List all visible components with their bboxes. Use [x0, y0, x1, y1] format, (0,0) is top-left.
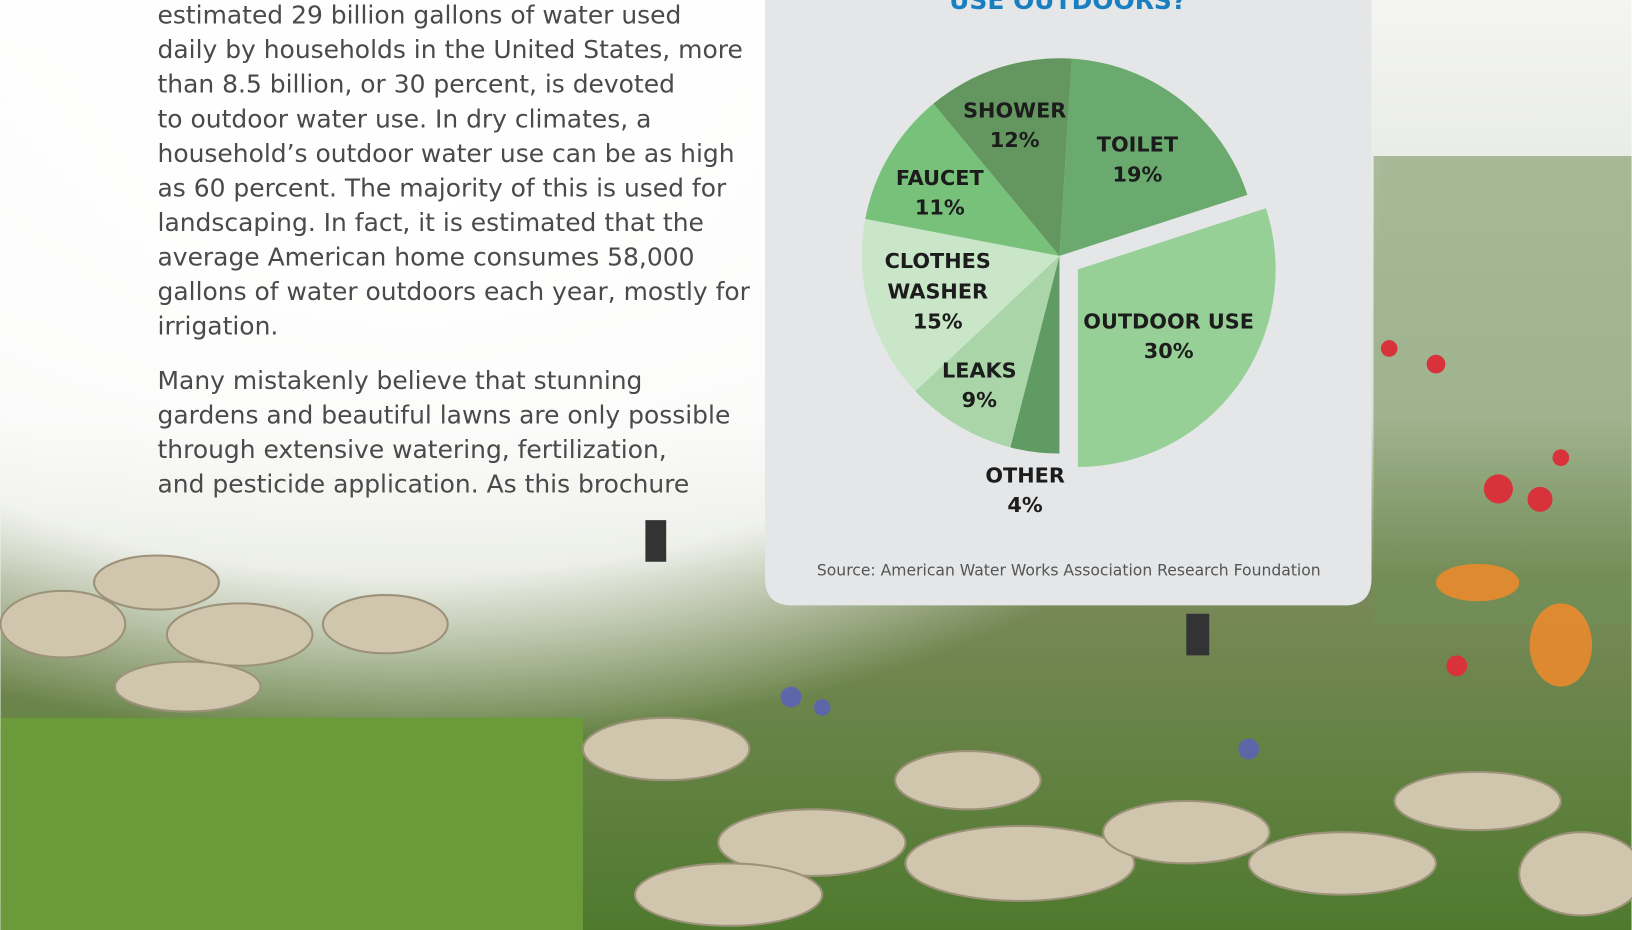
paragraph-line: and pesticide application. As this broch…	[158, 469, 690, 498]
paragraph-line: to outdoor water use. In dry climates, a	[158, 104, 652, 133]
slice-value-label: 4%	[1007, 493, 1042, 517]
slice-label: SHOWER	[963, 98, 1066, 122]
chart-card: USE OUTDOORS? Source: American Water Wor…	[765, 0, 1371, 605]
slice-label: TOILET	[1097, 133, 1179, 157]
slice-value-label: 12%	[990, 128, 1040, 152]
slice-value-label: 30%	[1144, 339, 1194, 363]
source-note: Source: American Water Works Association…	[817, 562, 1321, 580]
slice-label: OTHER	[985, 463, 1065, 487]
paragraph-line: as 60 percent. The majority of this is u…	[158, 173, 727, 202]
slice-label: FAUCET	[896, 166, 985, 190]
slice-value-label: 11%	[915, 196, 965, 220]
slice-value-label: 19%	[1113, 162, 1163, 186]
slice-value-label: 15%	[913, 309, 963, 333]
slice-label: OUTDOOR USE	[1083, 309, 1254, 333]
chart-title: USE OUTDOORS?	[949, 0, 1186, 15]
paragraph-line: household’s outdoor water use can be as …	[158, 139, 735, 168]
slice-value-label: 9%	[962, 388, 997, 412]
paragraph-line: through extensive watering, fertilizatio…	[158, 435, 667, 464]
paragraph-line: estimated 29 billion gallons of water us…	[158, 1, 682, 30]
slice-label: LEAKS	[942, 358, 1017, 382]
paragraph-line: Many mistakenly believe that stunning	[158, 366, 643, 395]
paragraph-line: landscaping. In fact, it is estimated th…	[158, 208, 704, 237]
brochure-page: estimated 29 billion gallons of water us…	[0, 0, 1632, 930]
paragraph-line: gardens and beautiful lawns are only pos…	[158, 400, 731, 429]
paragraph-line: than 8.5 billion, or 30 percent, is devo…	[158, 70, 675, 99]
body-text: estimated 29 billion gallons of water us…	[158, 1, 751, 499]
paragraph-line: average American home consumes 58,000	[158, 242, 695, 271]
paragraph-line: irrigation.	[158, 311, 279, 340]
page: {"document": {"paragraphs": [ ["estimate…	[0, 0, 1632, 930]
paragraph-line: gallons of water outdoors each year, mos…	[158, 277, 751, 306]
paragraph-line: daily by households in the United States…	[158, 35, 743, 64]
